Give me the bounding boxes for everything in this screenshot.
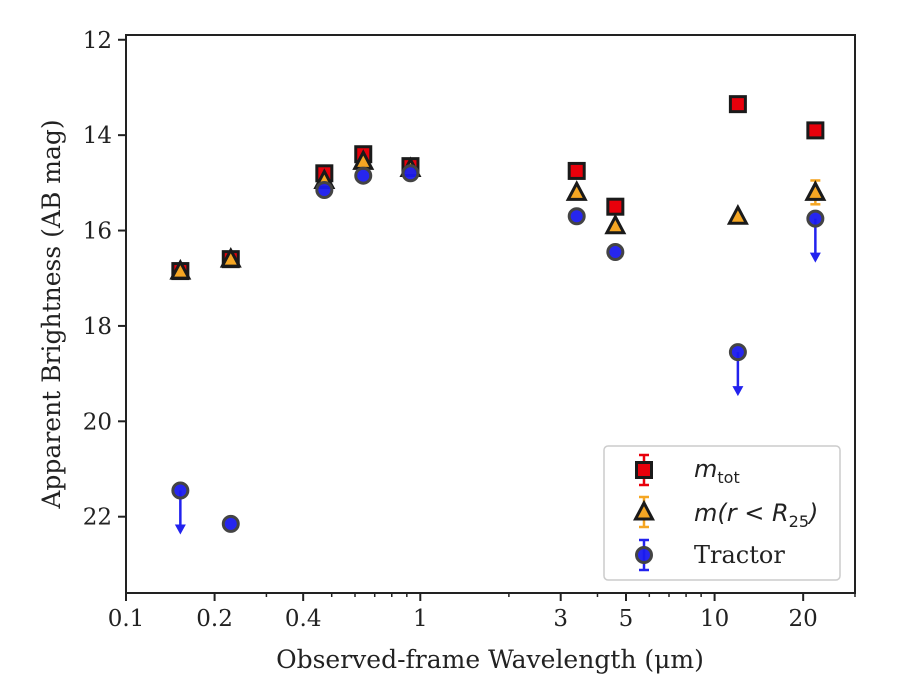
y-tick-label: 18	[83, 314, 112, 340]
legend-label-tractor: Tractor	[694, 541, 785, 569]
data-point-m_r25	[804, 180, 827, 201]
legend-label-mtot: mtot	[694, 455, 740, 487]
x-tick-label: 0.4	[285, 606, 322, 632]
data-point-tractor	[806, 209, 825, 228]
data-point-mtot	[567, 161, 586, 180]
plot-frame	[125, 34, 856, 594]
x-tick-label: 5	[619, 606, 634, 632]
legend-marker-m_r25	[633, 499, 655, 521]
data-point-tractor	[315, 181, 334, 199]
axis-ticks: 0.1 0.2 0.4 1 3 5 10 20 12 14 16 18 20 22	[83, 28, 856, 632]
legend-handle-mtot	[635, 453, 653, 487]
data-point-m_r25	[726, 204, 749, 225]
data-point-tractor	[567, 207, 586, 226]
data-point-tractor	[606, 243, 625, 261]
legend-handle-tractor	[635, 538, 653, 572]
data-point-m_r25	[604, 213, 627, 235]
y-tick-label: 20	[83, 409, 112, 435]
x-tick-label: 0.2	[196, 606, 233, 632]
data-point-tractor	[171, 481, 190, 500]
data-point-m_r25	[565, 180, 588, 201]
series-tractor	[171, 164, 825, 535]
y-tick-label: 12	[83, 28, 112, 54]
data-point-tractor	[221, 514, 240, 533]
data-point-mtot	[806, 121, 825, 140]
data-point-m_r25	[169, 258, 192, 280]
x-axis-title: Observed-frame Wavelength (μm)	[276, 645, 704, 674]
data-point-mtot	[606, 197, 625, 216]
data-point-tractor	[354, 166, 373, 185]
data-marks	[169, 95, 827, 535]
x-tick-label: 20	[789, 606, 818, 632]
data-point-m_r25	[219, 246, 242, 268]
data-point-tractor	[728, 343, 747, 362]
legend-marker-tractor	[635, 546, 653, 564]
data-point-mtot	[728, 95, 747, 114]
y-tick-label: 14	[83, 123, 112, 149]
legend-label-m-r25: m(r < R25)	[694, 499, 818, 531]
y-tick-label: 16	[83, 219, 112, 245]
upper-limit-arrowhead	[809, 252, 821, 263]
x-tick-label: 10	[700, 606, 729, 632]
x-tick-label: 3	[553, 606, 568, 632]
legend-handle-m_r25	[633, 495, 655, 529]
x-tick-label: 1	[413, 606, 428, 632]
legend-box	[603, 445, 841, 581]
legend: mtot m(r < R25) Tractor	[603, 445, 841, 581]
y-axis-title: Apparent Brightness (AB mag)	[37, 119, 66, 509]
upper-limit-arrowhead	[174, 524, 186, 535]
upper-limit-arrowhead	[732, 386, 744, 397]
y-tick-label: 22	[83, 505, 112, 531]
legend-marker-mtot	[635, 461, 653, 479]
data-point-tractor	[401, 164, 420, 183]
x-tick-label: 0.1	[108, 606, 145, 632]
